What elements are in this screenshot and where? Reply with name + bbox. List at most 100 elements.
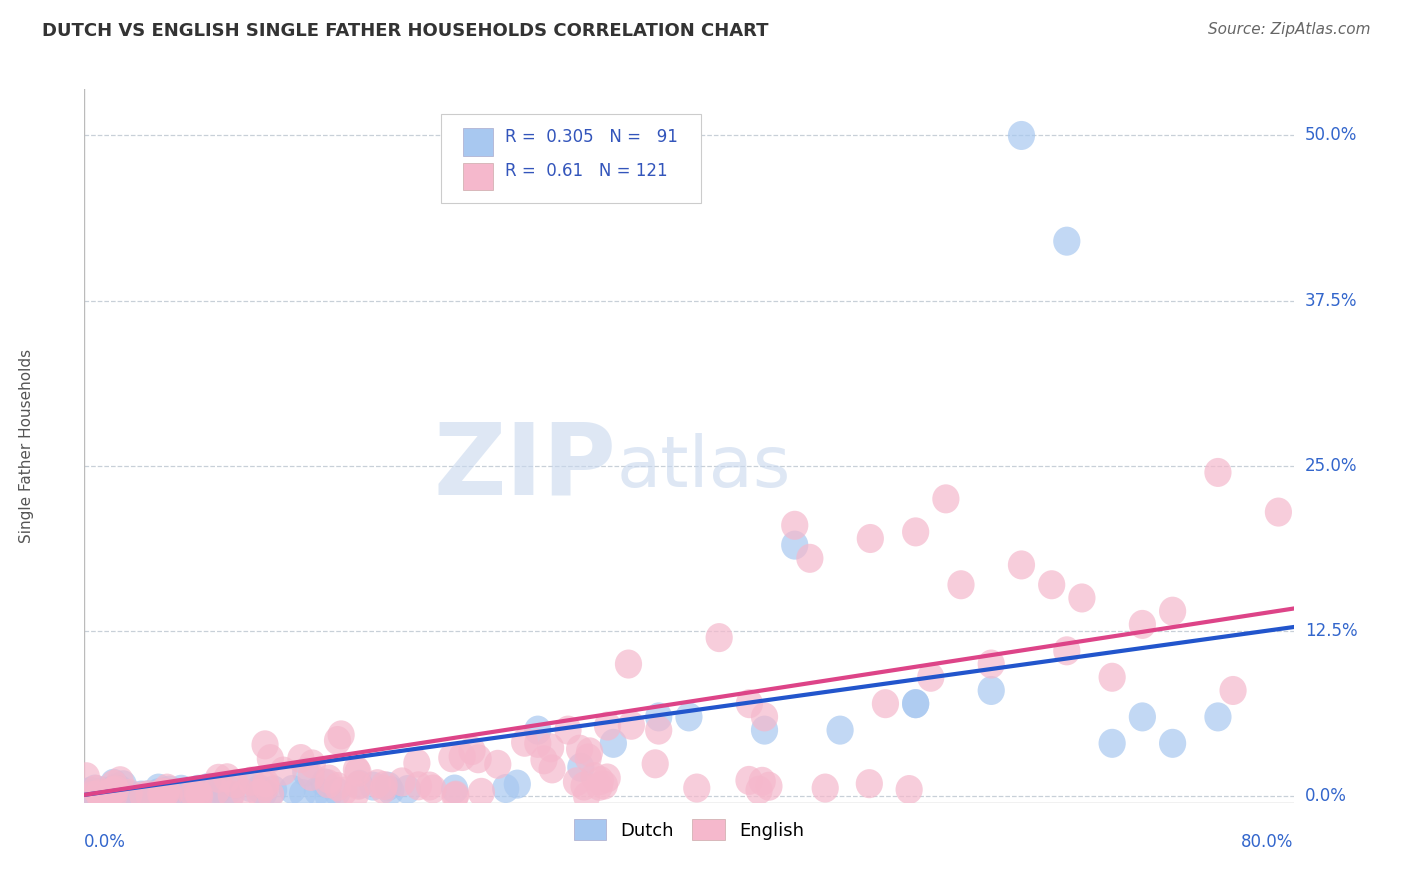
Ellipse shape (100, 776, 127, 805)
Ellipse shape (252, 768, 280, 797)
Ellipse shape (510, 728, 538, 756)
Ellipse shape (538, 755, 565, 783)
Ellipse shape (388, 767, 416, 797)
Ellipse shape (977, 649, 1005, 679)
Ellipse shape (903, 690, 929, 718)
Ellipse shape (315, 781, 342, 811)
Ellipse shape (145, 778, 172, 807)
Ellipse shape (948, 570, 974, 599)
Ellipse shape (90, 777, 118, 805)
FancyBboxPatch shape (441, 114, 702, 203)
Ellipse shape (195, 772, 222, 802)
Ellipse shape (153, 773, 181, 803)
Ellipse shape (330, 777, 357, 805)
Text: 25.0%: 25.0% (1305, 457, 1357, 475)
Ellipse shape (84, 780, 111, 808)
Ellipse shape (593, 764, 621, 792)
Ellipse shape (218, 780, 245, 809)
Text: 0.0%: 0.0% (1305, 788, 1347, 805)
Ellipse shape (537, 733, 564, 763)
Ellipse shape (371, 771, 398, 800)
Ellipse shape (932, 484, 959, 514)
Ellipse shape (1038, 570, 1066, 599)
Ellipse shape (184, 775, 212, 804)
Ellipse shape (360, 772, 387, 801)
Ellipse shape (298, 762, 325, 791)
Ellipse shape (128, 780, 155, 810)
Ellipse shape (73, 762, 100, 791)
Ellipse shape (675, 702, 703, 731)
Ellipse shape (374, 772, 402, 801)
Ellipse shape (97, 780, 124, 809)
Text: Single Father Households: Single Father Households (18, 349, 34, 543)
Ellipse shape (574, 781, 600, 811)
Ellipse shape (152, 780, 179, 809)
Ellipse shape (214, 764, 240, 792)
Ellipse shape (896, 775, 922, 804)
Ellipse shape (75, 779, 101, 808)
Ellipse shape (377, 776, 405, 805)
Ellipse shape (73, 781, 101, 811)
Ellipse shape (80, 780, 107, 810)
Ellipse shape (108, 777, 136, 806)
Ellipse shape (146, 780, 173, 809)
Ellipse shape (751, 702, 778, 731)
Ellipse shape (86, 779, 112, 808)
Ellipse shape (110, 780, 136, 810)
Ellipse shape (370, 775, 396, 804)
Ellipse shape (328, 721, 354, 749)
Ellipse shape (153, 778, 180, 807)
Ellipse shape (115, 779, 143, 808)
Ellipse shape (134, 780, 160, 809)
Ellipse shape (236, 772, 263, 802)
Ellipse shape (160, 780, 187, 809)
Ellipse shape (458, 736, 485, 765)
Ellipse shape (1205, 702, 1232, 731)
Ellipse shape (364, 769, 391, 798)
Ellipse shape (304, 776, 330, 805)
Ellipse shape (287, 744, 315, 773)
Ellipse shape (205, 764, 232, 793)
Ellipse shape (586, 766, 614, 795)
Ellipse shape (103, 775, 129, 805)
Ellipse shape (751, 715, 778, 745)
Ellipse shape (567, 735, 593, 764)
Ellipse shape (641, 749, 669, 779)
Ellipse shape (186, 781, 214, 811)
FancyBboxPatch shape (463, 128, 494, 155)
Ellipse shape (903, 690, 929, 718)
Text: ZIP: ZIP (433, 419, 616, 516)
Ellipse shape (103, 781, 131, 810)
Ellipse shape (449, 742, 475, 771)
Ellipse shape (593, 712, 621, 740)
Ellipse shape (156, 775, 183, 805)
Ellipse shape (100, 777, 127, 806)
Ellipse shape (394, 775, 422, 804)
Ellipse shape (977, 676, 1005, 705)
Ellipse shape (205, 774, 232, 804)
Text: 50.0%: 50.0% (1305, 127, 1357, 145)
Ellipse shape (82, 774, 108, 804)
Ellipse shape (1205, 458, 1232, 487)
Ellipse shape (562, 767, 591, 797)
Ellipse shape (683, 773, 710, 803)
Ellipse shape (468, 778, 495, 807)
Legend: Dutch, English: Dutch, English (567, 812, 811, 847)
Ellipse shape (591, 771, 619, 799)
Ellipse shape (149, 778, 176, 806)
Text: atlas: atlas (616, 433, 790, 502)
Ellipse shape (292, 757, 319, 787)
Ellipse shape (105, 781, 134, 810)
Ellipse shape (811, 773, 839, 803)
Ellipse shape (503, 770, 531, 798)
Ellipse shape (104, 780, 131, 810)
Ellipse shape (755, 772, 783, 801)
Ellipse shape (149, 778, 176, 806)
Ellipse shape (1265, 498, 1292, 526)
Ellipse shape (856, 769, 883, 798)
Ellipse shape (571, 772, 598, 800)
Ellipse shape (1098, 663, 1126, 692)
Text: 37.5%: 37.5% (1305, 292, 1357, 310)
Ellipse shape (257, 780, 284, 809)
Ellipse shape (343, 756, 370, 784)
